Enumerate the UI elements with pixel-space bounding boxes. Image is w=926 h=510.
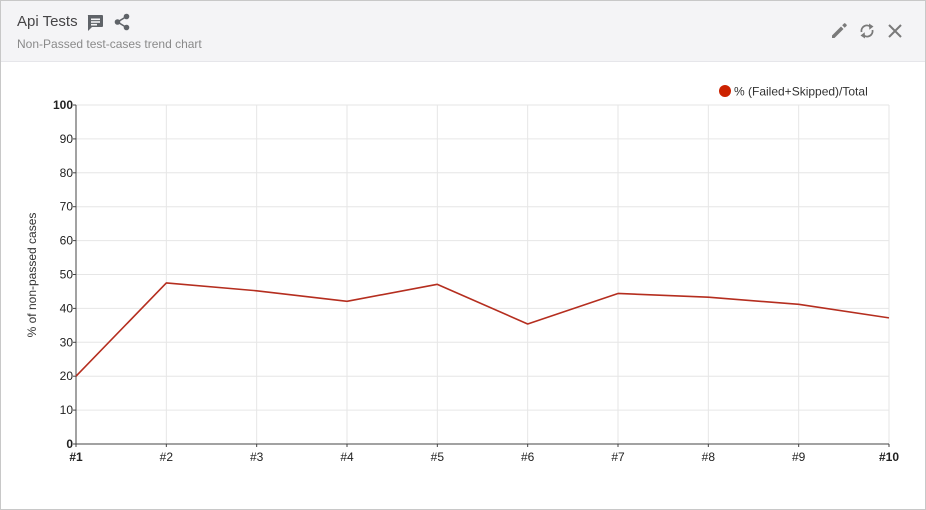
widget-subtitle: Non-Passed test-cases trend chart	[17, 37, 202, 51]
x-tick-label: #9	[792, 450, 806, 464]
y-tick-label: 40	[60, 301, 74, 315]
data-point[interactable]	[525, 321, 531, 327]
y-tick-label: 20	[60, 369, 74, 383]
data-point[interactable]	[615, 290, 621, 296]
data-point[interactable]	[163, 280, 169, 286]
x-tick-label: #5	[431, 450, 445, 464]
y-tick-label: 30	[60, 335, 74, 349]
legend-label: % (Failed+Skipped)/Total	[734, 85, 868, 99]
data-point[interactable]	[886, 315, 892, 321]
y-tick-label: 90	[60, 132, 74, 146]
y-tick-label: 10	[60, 403, 74, 417]
x-tick-label: #6	[521, 450, 535, 464]
refresh-icon[interactable]	[857, 21, 877, 41]
data-point[interactable]	[254, 288, 260, 294]
series-layer	[73, 280, 892, 379]
x-tick-label: #1	[69, 450, 83, 464]
grid-lines	[76, 104, 890, 444]
share-icon[interactable]	[112, 12, 132, 32]
data-point[interactable]	[796, 301, 802, 307]
x-tick-label: #2	[160, 450, 174, 464]
widget-header: Api Tests Non-Passed test-cases trend ch…	[1, 1, 925, 62]
y-tick-label: 50	[60, 268, 74, 282]
y-tick-label: 60	[60, 234, 74, 248]
y-tick-label: 80	[60, 166, 74, 180]
x-tick-label: #10	[879, 450, 899, 464]
y-axis-label: % of non-passed cases	[25, 213, 39, 338]
comment-icon[interactable]	[85, 13, 105, 33]
y-tick-label: 100	[53, 98, 73, 112]
y-tick-labels: 0 10 20 30 40 50 60 70 80 90 100	[53, 98, 76, 451]
x-tick-label: #4	[340, 450, 354, 464]
data-point[interactable]	[73, 373, 79, 379]
x-tick-label: #3	[250, 450, 264, 464]
y-tick-label: 70	[60, 200, 74, 214]
x-tick-labels: #1 #2 #3 #4 #5 #6 #7 #8 #9 #10	[69, 444, 899, 464]
x-tick-label: #8	[702, 450, 716, 464]
data-point[interactable]	[344, 298, 350, 304]
y-tick-label: 0	[66, 437, 73, 451]
close-icon[interactable]	[885, 21, 905, 41]
legend[interactable]: % (Failed+Skipped)/Total	[719, 85, 868, 99]
data-point[interactable]	[705, 294, 711, 300]
legend-marker	[719, 85, 731, 97]
widget-title: Api Tests	[17, 13, 78, 30]
series-line[interactable]	[75, 282, 890, 377]
data-point[interactable]	[434, 281, 440, 287]
edit-icon[interactable]	[829, 21, 849, 41]
x-tick-label: #7	[611, 450, 625, 464]
